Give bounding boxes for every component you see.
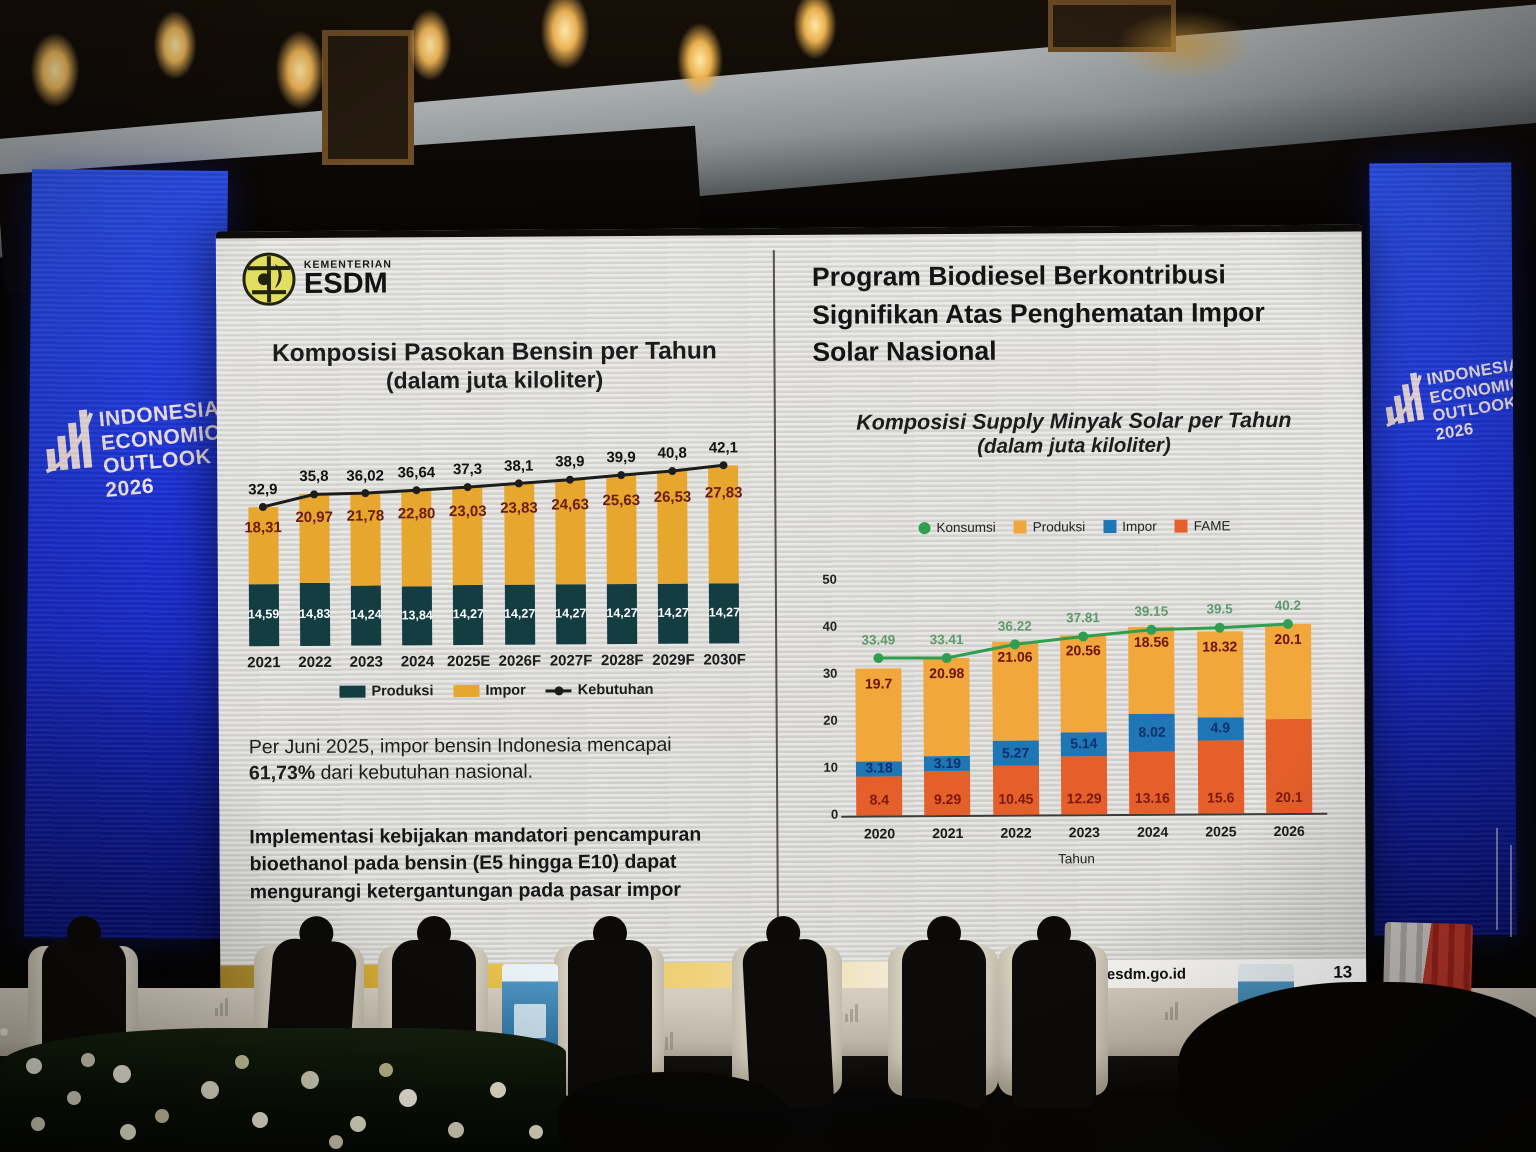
audience-head: [1004, 1116, 1096, 1152]
slide-left-panel: KEMENTERIAN ESDM Komposisi Pasokan Bensi…: [216, 235, 776, 965]
audience-head: [828, 1098, 990, 1152]
legend-label-fame: FAME: [1193, 518, 1231, 534]
fame-swatch: [1174, 519, 1188, 533]
ieo-logo-text: INDONESIA ECONOMIC OUTLOOK 2026: [98, 397, 228, 503]
ieo-barchart-icon: [1381, 372, 1426, 428]
ieo-line-1: INDONESIA: [97, 397, 221, 432]
ieo-line-2: ECONOMIC: [1428, 374, 1517, 408]
led-panel-left: INDONESIA ECONOMIC OUTLOOK 2026: [23, 168, 229, 940]
note1-suffix: dari kebutuhan nasional.: [315, 760, 534, 785]
seated-person: [1012, 916, 1096, 1108]
legend-item-impor: Impor: [453, 682, 526, 699]
legend-label-produksi: Produksi: [371, 683, 434, 700]
legend-item-produksi: Produksi: [339, 683, 434, 700]
ieo-line-3: OUTLOOK: [1431, 393, 1517, 426]
legend-item-impor: Impor: [1103, 519, 1157, 534]
ieo-line-2: ECONOMIC: [99, 420, 222, 455]
backdrop-logo: [845, 1004, 861, 1024]
legend-label-impor: Impor: [485, 682, 526, 699]
panelist-silhouette: [882, 916, 1006, 1114]
ieo-line-3: OUTLOOK: [102, 445, 213, 479]
legend-label-kebutuhan: Kebutuhan: [577, 681, 654, 699]
left-chart-title-line1: Komposisi Pasokan Bensin per Tahun: [271, 337, 717, 368]
panelist-silhouette: [726, 924, 850, 1114]
ieo-line-1: INDONESIA: [1425, 355, 1517, 389]
audience-head: [558, 1072, 790, 1152]
right-slide-title: Program Biodiesel Berkontribusi Signifik…: [811, 259, 1265, 368]
produksi-swatch: [1013, 520, 1027, 534]
legend-label-konsumsi: Konsumsi: [936, 519, 996, 536]
left-chart-title-line2: (dalam juta kiloliter): [385, 366, 604, 394]
kebutuhan-line: [258, 461, 728, 511]
note1-prefix: Per Juni 2025, impor bensin Indonesia me…: [248, 733, 672, 759]
ieo-logo-text: INDONESIA ECONOMIC OUTLOOK 2026: [1425, 356, 1516, 445]
mic-stand: [1496, 828, 1498, 930]
left-chart-title: Komposisi Pasokan Bensin per Tahun (dala…: [216, 337, 772, 395]
right-chart-subtitle: Komposisi Supply Minyak Solar per Tahun …: [785, 408, 1363, 461]
solar-chart: Tahun 0 10 20 30 40 50 8.4 3.18 19.7 33.49 2020 9.2…: [814, 550, 1338, 885]
esdm-text: KEMENTERIAN ESDM: [303, 259, 392, 301]
solar-legend: Konsumsi Produksi Impor FAME: [785, 518, 1363, 537]
slide-right-panel: Program Biodiesel Berkontribusi Signifik…: [784, 232, 1366, 963]
ieo-line-4: 2026: [104, 474, 156, 503]
kebutuhan-line-swatch: [545, 685, 572, 695]
right-subtitle-line2: (dalam juta kiloliter): [977, 433, 1171, 458]
note1-percentage: 61,73%: [248, 762, 316, 785]
right-subtitle-line1: Komposisi Supply Minyak Solar per Tahun: [856, 407, 1292, 435]
bensin-chart: 14,59 18,31 32,9 2021 14,83 20,97 35,8 2022 14,2…: [237, 415, 751, 678]
ieo-logo: INDONESIA ECONOMIC OUTLOOK 2026: [43, 397, 227, 508]
legend-item-konsumsi: Konsumsi: [918, 519, 996, 536]
ieo-logo: INDONESIA ECONOMIC OUTLOOK 2026: [1381, 356, 1517, 452]
konsumsi-swatch: [918, 521, 931, 534]
produksi-swatch: [339, 685, 366, 698]
import-share-note: Per Juni 2025, impor bensin Indonesia me…: [249, 731, 741, 787]
legend-label-impor: Impor: [1122, 518, 1157, 534]
kebutuhan-line-dot: [554, 685, 564, 695]
esdm-acronym: ESDM: [303, 267, 388, 301]
esdm-brand: KEMENTERIAN ESDM: [242, 251, 392, 306]
backdrop-logo: [1165, 1002, 1181, 1022]
bensin-legend: Produksi Impor Kebutuhan: [218, 681, 774, 700]
legend-label-produksi: Produksi: [1032, 519, 1086, 535]
legend-item-fame: FAME: [1174, 518, 1231, 534]
ieo-line-4: 2026: [1434, 419, 1475, 444]
audience-head: [1438, 1062, 1536, 1152]
panelist-silhouette: [992, 916, 1116, 1114]
legend-item-kebutuhan: Kebutuhan: [545, 681, 654, 699]
legend-item-produksi: Produksi: [1013, 519, 1086, 535]
mic-stand: [1510, 845, 1512, 937]
konsumsi-line: [873, 619, 1293, 664]
bioethanol-policy-note: Implementasi kebijakan mandatori pencamp…: [249, 823, 702, 903]
flower-arrangement: [0, 1028, 566, 1152]
presentation-slide: KEMENTERIAN ESDM Komposisi Pasokan Bensi…: [215, 224, 1367, 996]
ieo-barchart-icon: [43, 409, 94, 474]
backdrop-logo: [215, 998, 231, 1018]
led-panel-right: INDONESIA ECONOMIC OUTLOOK 2026: [1369, 162, 1517, 936]
impor-swatch: [453, 684, 480, 698]
impor-swatch: [1103, 520, 1117, 534]
seated-person: [902, 916, 986, 1108]
esdm-logo-icon: [242, 252, 296, 306]
